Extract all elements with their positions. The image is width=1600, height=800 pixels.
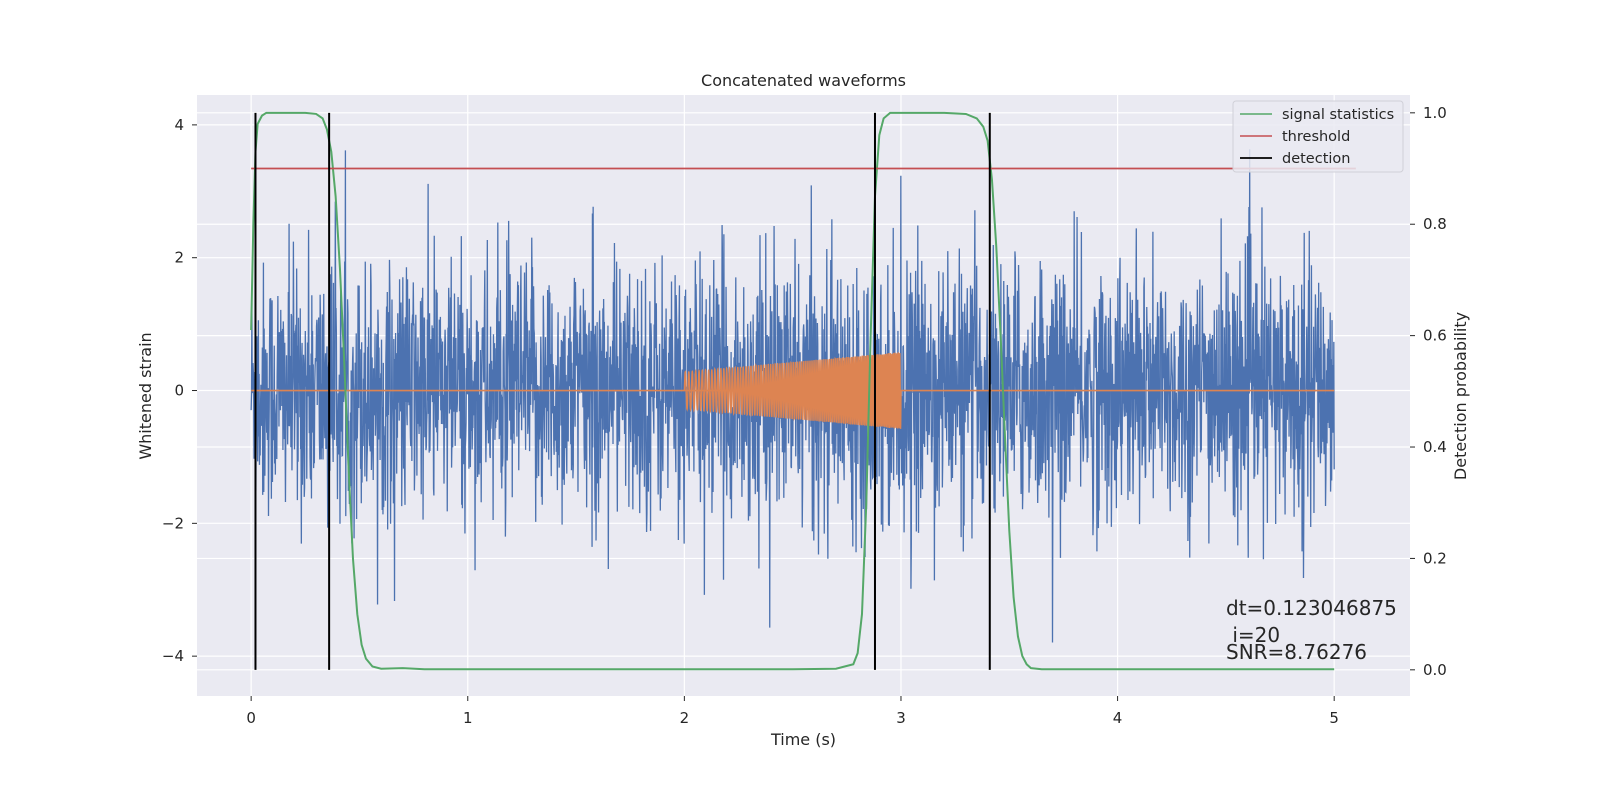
- annotation-dt: dt=0.123046875: [1226, 596, 1397, 620]
- legend-entry-detection: detection: [1282, 151, 1350, 167]
- x-tick-label-0: 0: [246, 709, 256, 727]
- y-axis-right-label: Detection probability: [1451, 312, 1470, 480]
- y-right-tick-label-3: 0.6: [1423, 327, 1447, 345]
- y-right-tick-label-4: 0.8: [1423, 215, 1447, 233]
- axes: 0 1 2 3 4 5 −4 −2 0 2 4 0.0 0.2 0.4 0.6 0.8 1.0: [162, 104, 1447, 727]
- y-tick-label-4: 4: [174, 116, 184, 134]
- y-right-tick-label-2: 0.4: [1423, 438, 1447, 456]
- x-tick-label-5: 5: [1329, 709, 1339, 727]
- y-right-tick-label-0: 0.0: [1423, 661, 1447, 679]
- x-axis-label: Time (s): [770, 730, 836, 749]
- plot-area: [250, 111, 1356, 671]
- y-tick-label-1: −2: [162, 514, 184, 532]
- y-right-tick-label-1: 0.2: [1423, 549, 1447, 567]
- legend-entry-threshold: threshold: [1282, 129, 1350, 145]
- series-signal-statistics-line: [250, 111, 1335, 671]
- y-right-tick-label-5: 1.0: [1423, 104, 1447, 122]
- legend-entry-signal-statistics: signal statistics: [1282, 107, 1394, 123]
- legend-box: [1232, 100, 1404, 173]
- annotation-i: i=20: [1226, 623, 1280, 647]
- y-tick-label-2: 0: [174, 382, 184, 400]
- y-tick-label-3: 2: [174, 249, 184, 267]
- legend: signal statistics threshold detection: [1232, 100, 1404, 173]
- y-axis-label: Whitened strain: [136, 332, 155, 459]
- chart-title: Concatenated waveforms: [701, 71, 906, 90]
- y-tick-label-0: −4: [162, 647, 184, 665]
- x-tick-label-4: 4: [1113, 709, 1123, 727]
- x-tick-label-3: 3: [896, 709, 906, 727]
- x-tick-label-1: 1: [463, 709, 473, 727]
- x-tick-label-2: 2: [680, 709, 690, 727]
- annotation-snr: SNR=8.76276: [1226, 640, 1367, 664]
- series-signal-chirp: [683, 352, 902, 429]
